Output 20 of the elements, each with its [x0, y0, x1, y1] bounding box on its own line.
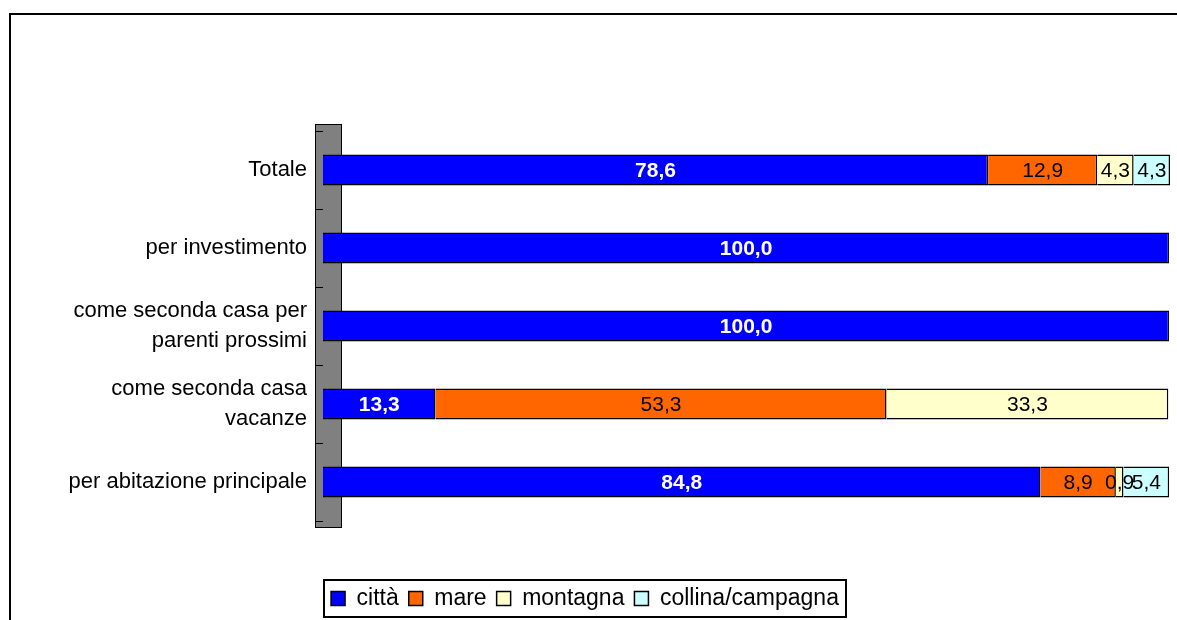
data-label: 13,3	[358, 391, 400, 415]
legend-label: mare	[434, 583, 487, 610]
data-label: 84,8	[661, 469, 703, 493]
data-label: 4,3	[1137, 157, 1167, 181]
y-tick-label: Totale	[248, 156, 307, 182]
y-tick-label: per investimento	[145, 234, 307, 260]
data-label: 4,3	[1100, 157, 1131, 181]
legend-label: città	[356, 583, 399, 610]
data-label: 78,6	[635, 157, 676, 181]
data-label: 100,0	[719, 313, 773, 337]
y-tick-label: come seconda casa per parenti prossimi	[73, 297, 307, 352]
legend-label: collina/campagna	[659, 583, 840, 610]
legend-label: montagna	[522, 583, 625, 610]
data-label: 12,9	[1022, 157, 1064, 181]
y-tick-label: come seconda casa vacanze	[111, 375, 308, 430]
data-label: 33,3	[1006, 391, 1048, 415]
data-label: 100,0	[719, 235, 773, 259]
data-label: 53,3	[640, 391, 682, 415]
y-tick-label: per abitazione principale	[68, 468, 307, 494]
data-label: 8,9	[1063, 469, 1093, 493]
